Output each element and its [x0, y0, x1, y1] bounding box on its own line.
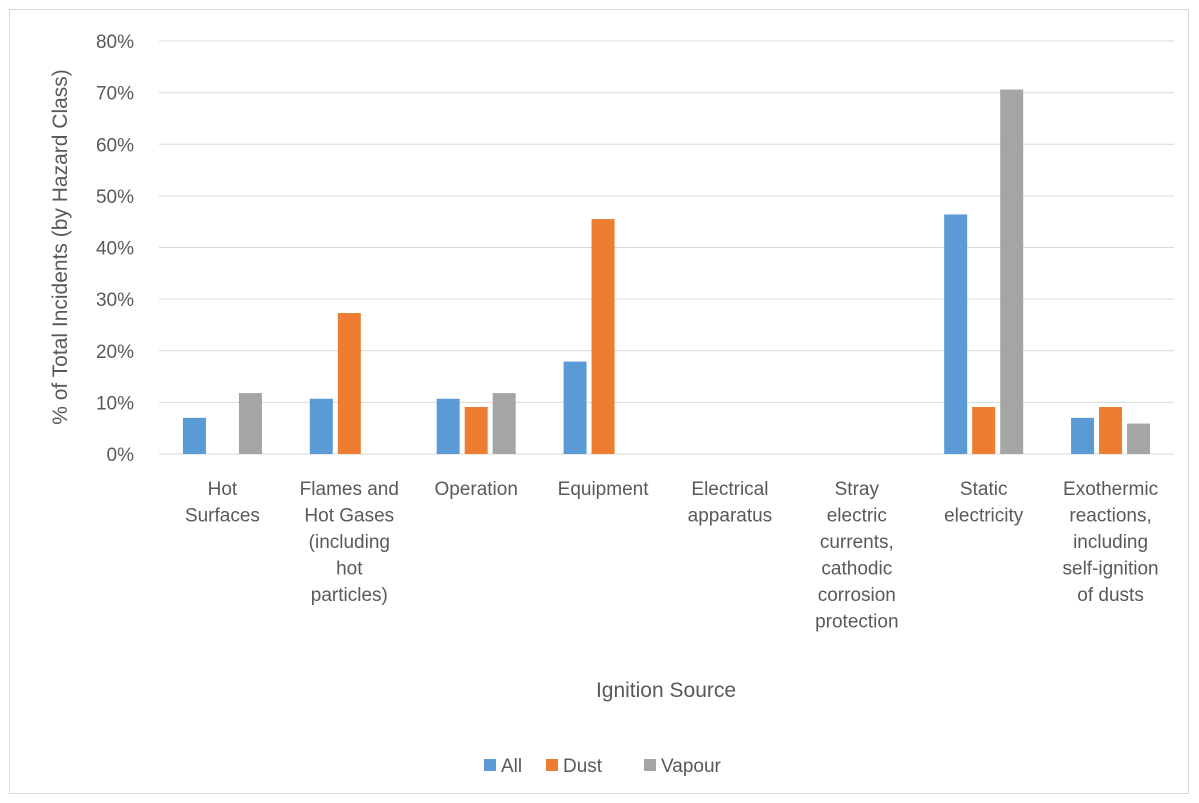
x-category-label-line: Equipment — [558, 479, 650, 500]
bar-vapour — [238, 393, 262, 454]
bar-vapour — [1127, 423, 1151, 454]
x-category-label-line: Flames and — [300, 479, 399, 500]
x-category-label: Equipment — [558, 479, 650, 500]
x-category-label-line: reactions, — [1069, 506, 1151, 527]
y-tick-label: 0% — [107, 445, 135, 466]
legend-swatch-dust — [546, 759, 558, 771]
y-tick-label: 10% — [96, 393, 134, 414]
x-category-label-line: electric — [827, 506, 887, 527]
bar-all — [563, 361, 587, 454]
x-axis-title: Ignition Source — [596, 679, 736, 702]
x-category-label: Exothermic reactions, including self-igniti… — [1063, 479, 1159, 606]
x-category-label: Operation — [434, 479, 517, 500]
x-category-label-line: corrosion — [818, 585, 896, 606]
y-tick-label: 60% — [96, 135, 134, 156]
x-category-label-line: of dusts — [1077, 585, 1144, 606]
y-axis-tick-labels: 0% 10% 20% 30% 40% 50% 60% 70% 80% — [96, 32, 134, 466]
x-category-label-line: currents, — [820, 532, 894, 553]
x-axis-category-labels: Hot Surfaces Flames and Hot Gases (including… — [185, 479, 1159, 633]
x-category-label-line: Stray — [835, 479, 880, 500]
x-category-label: Flames and Hot Gases (including hot particle… — [300, 479, 399, 606]
x-category-label-line: Hot Gases — [304, 506, 394, 527]
x-category-label-line: Electrical — [691, 479, 768, 500]
bar-dust — [1099, 407, 1123, 454]
x-category-label-line: self-ignition — [1063, 559, 1159, 580]
y-tick-label: 80% — [96, 32, 134, 53]
y-tick-label: 30% — [96, 290, 134, 311]
x-category-label-line: Surfaces — [185, 506, 260, 527]
bar-dust — [337, 313, 361, 454]
x-category-label-line: protection — [815, 612, 898, 633]
legend-swatch-vapour — [644, 759, 656, 771]
x-category-label-line: electricity — [944, 506, 1024, 527]
x-category-label-line: particles) — [311, 585, 388, 606]
legend-label-dust: Dust — [563, 756, 603, 777]
bar-all — [182, 417, 206, 454]
y-tick-label: 70% — [96, 84, 134, 105]
x-category-label-line: Static — [960, 479, 1008, 500]
y-tick-label: 50% — [96, 187, 134, 208]
x-category-label-line: cathodic — [821, 559, 892, 580]
legend: All Dust Vapour — [484, 756, 722, 777]
x-category-label: Electrical apparatus — [688, 479, 773, 527]
x-category-label-line: Hot — [208, 479, 238, 500]
x-category-label: Hot Surfaces — [185, 479, 260, 527]
y-tick-label: 20% — [96, 342, 134, 363]
bar-dust — [591, 219, 615, 454]
bar-vapour — [1000, 89, 1024, 454]
legend-label-vapour: Vapour — [661, 756, 722, 777]
bars — [182, 89, 1151, 454]
bar-all — [1071, 417, 1095, 454]
x-category-label: Stray electric currents, cathodic corrosion p… — [815, 479, 898, 633]
legend-label-all: All — [501, 756, 522, 777]
bar-vapour — [492, 393, 516, 454]
bar-dust — [972, 407, 996, 454]
x-category-label-line: including — [1073, 532, 1148, 553]
bar-all — [944, 214, 968, 454]
x-category-label: Static electricity — [944, 479, 1024, 527]
x-category-label-line: (including — [309, 532, 390, 553]
x-category-label-line: Exothermic — [1063, 479, 1158, 500]
bar-all — [309, 398, 333, 454]
bar-dust — [464, 407, 488, 454]
y-axis-title: % of Total Incidents (by Hazard Class) — [49, 69, 72, 425]
x-category-label-line: hot — [336, 559, 363, 580]
y-tick-label: 40% — [96, 239, 134, 260]
x-category-label-line: apparatus — [688, 506, 773, 527]
chart-area: 0% 10% 20% 30% 40% 50% 60% 70% 80% Hot Surfaces Fl… — [9, 9, 1189, 794]
bar-all — [436, 398, 460, 454]
legend-swatch-all — [484, 759, 496, 771]
x-category-label-line: Operation — [434, 479, 517, 500]
bar-chart: 0% 10% 20% 30% 40% 50% 60% 70% 80% Hot Surfaces Fl… — [49, 32, 1174, 777]
